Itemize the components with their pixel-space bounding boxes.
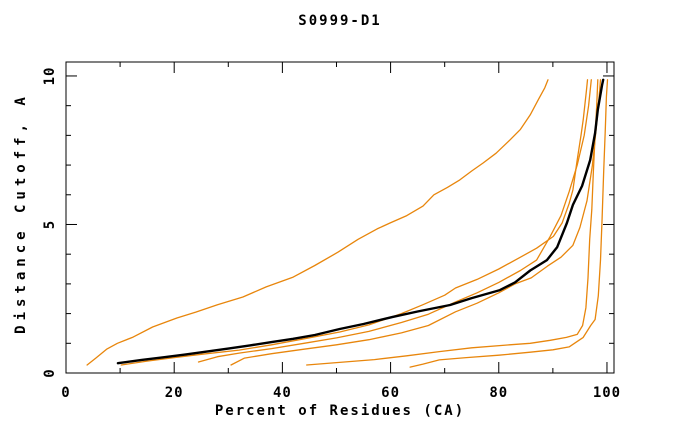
curves (86, 78, 609, 368)
x-tick-label-60: 60 (381, 385, 400, 401)
curve-orange-model-d (230, 79, 602, 366)
curve-highlighted-model-black (116, 78, 605, 365)
plot-frame (65, 61, 615, 374)
curve-orange-model-c (197, 79, 592, 363)
curve-orange-model-b (120, 79, 589, 366)
y-tick-label-10: 10 (42, 67, 58, 86)
y-axis-ticks (66, 75, 614, 374)
x-tick-label-80: 80 (489, 385, 508, 401)
y-axis-label: Distance Cutoff, A (13, 92, 29, 334)
y-tick-labels: 0 5 10 (42, 67, 58, 378)
x-tick-label-40: 40 (273, 385, 292, 401)
x-tick-labels: 0 20 40 60 80 100 (61, 385, 621, 401)
y-tick-label-0: 0 (42, 368, 58, 377)
x-axis-label: Percent of Residues (CA) (214, 403, 466, 419)
x-tick-label-20: 20 (165, 385, 184, 401)
x-tick-label-0: 0 (61, 385, 70, 401)
curve-orange-model-a (86, 79, 549, 366)
x-axis-ticks (65, 62, 608, 373)
curve-orange-model-e (306, 79, 599, 366)
curve-orange-model-f (409, 79, 609, 368)
chart-title: S0999-D1 (298, 13, 382, 29)
y-tick-label-5: 5 (42, 220, 58, 229)
x-tick-label-100: 100 (593, 385, 621, 401)
